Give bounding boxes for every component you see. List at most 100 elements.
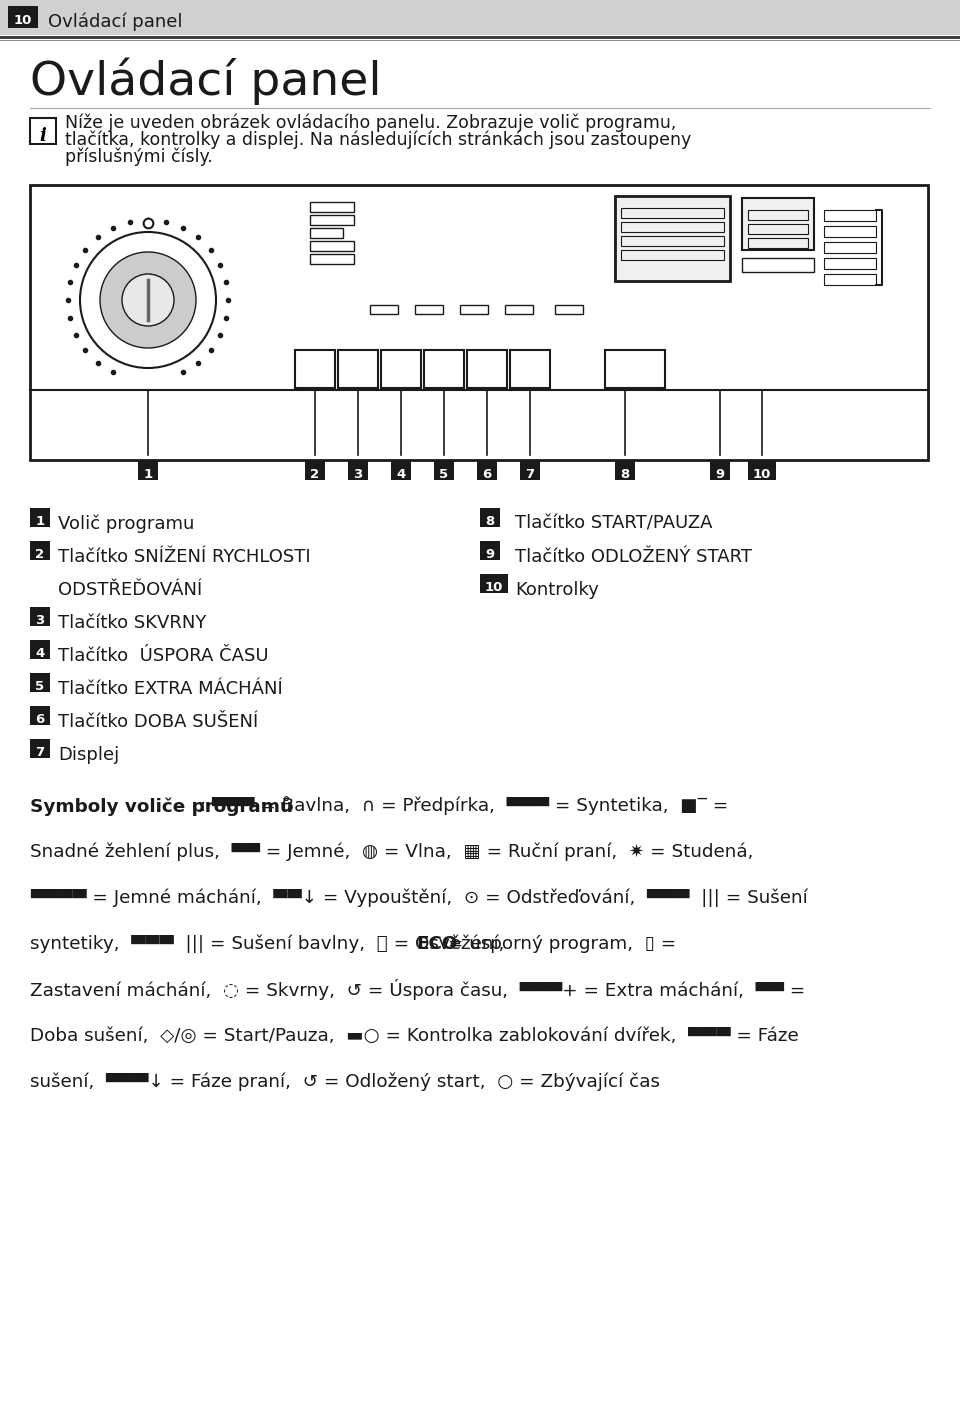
Text: 6: 6 [482,468,492,480]
Text: ECO: ECO [416,935,458,954]
Bar [30,541,50,560]
Text: 8: 8 [620,468,630,480]
Text: 8: 8 [486,514,494,529]
Bar [0,0,960,35]
Text: 3: 3 [353,468,363,480]
Text: tlačítka, kontrolky a displej. Na následujících stránkách jsou zastoupeny: tlačítka, kontrolky a displej. Na násled… [65,130,691,149]
Text: Displej: Displej [58,745,119,764]
Text: 10: 10 [753,468,771,480]
Bar [8,6,38,28]
Text: i: i [39,128,46,145]
Text: 4: 4 [396,468,406,480]
Text: 2: 2 [310,468,320,480]
Bar [424,350,464,388]
Bar [30,706,50,726]
Text: 10: 10 [13,14,33,27]
Text: Tlačítko SNÍŽENÍ RYCHLOSTI: Tlačítko SNÍŽENÍ RYCHLOSTI [58,548,311,565]
Bar [305,461,325,480]
Circle shape [122,273,174,326]
Text: 10: 10 [485,581,503,594]
Bar [348,461,368,480]
Text: syntetiky,  ▀▀▀  ||| = Sušení bavlny,  ⛲ = Osvěžení,: syntetiky, ▀▀▀ ||| = Sušení bavlny, ⛲ = … [30,935,516,954]
Bar [742,258,814,272]
Bar [467,350,507,388]
Bar [621,208,724,218]
Circle shape [100,252,196,349]
Bar [520,461,540,480]
Text: ▀▀▀▀ = Jemné máchání,  ▀▀↓ = Vypouštění,  ⊙ = Odstřeďování,  ▀▀▀  ||| = Sušení: ▀▀▀▀ = Jemné máchání, ▀▀↓ = Vypouštění, … [30,888,807,907]
Bar [748,238,808,248]
Bar [381,350,421,388]
Text: Tlačítko SKVRNY: Tlačítko SKVRNY [58,614,206,632]
Bar [30,673,50,691]
Bar [824,225,876,237]
Bar [30,740,50,758]
Bar [310,215,354,225]
Bar [621,249,724,259]
Bar [555,305,583,315]
Bar [30,118,56,145]
Text: 1: 1 [143,468,153,480]
Text: sušení,  ▀▀▀↓ = Fáze praní,  ↺ = Odložený start,  ○ = Zbývající čas: sušení, ▀▀▀↓ = Fáze praní, ↺ = Odložený … [30,1073,660,1091]
Bar [480,574,508,592]
Text: 6: 6 [36,713,44,726]
Bar [30,640,50,659]
Text: Zastavení máchání,  ◌ = Skvrny,  ↺ = Úspora času,  ▀▀▀+ = Extra máchání,  ▀▀ =: Zastavení máchání, ◌ = Skvrny, ↺ = Úspor… [30,979,805,1000]
Bar [710,461,730,480]
Bar [415,305,443,315]
Bar [510,350,550,388]
Bar [310,241,354,251]
Text: Symboly voliče programů: Symboly voliče programů [30,796,293,816]
Bar [138,461,158,480]
Text: Tlačítko START/PAUZA: Tlačítko START/PAUZA [515,514,712,533]
Bar [480,541,500,560]
Text: Ovládací panel: Ovládací panel [48,13,182,31]
Text: Volič programu: Volič programu [58,514,194,533]
Text: 7: 7 [525,468,535,480]
Bar [434,461,454,480]
Bar [615,461,635,480]
Bar [30,606,50,626]
Bar [30,186,928,461]
Bar [310,254,354,264]
Bar [824,273,876,285]
Bar [505,305,533,315]
Bar [748,224,808,234]
Bar [605,350,665,388]
Bar [391,461,411,480]
Text: = úsporný program,  ▯ =: = úsporný program, ▯ = [443,935,677,954]
Bar [480,509,500,527]
Bar [310,228,343,238]
Text: Tlačítko EXTRA MÁCHÁNÍ: Tlačítko EXTRA MÁCHÁNÍ [58,680,283,699]
Bar [621,237,724,247]
Text: 9: 9 [715,468,725,480]
Text: 3: 3 [36,614,44,626]
Text: Ovládací panel: Ovládací panel [30,58,381,105]
Bar [615,196,730,281]
Bar [748,461,776,480]
Bar [824,210,876,221]
Text: Níže je uveden obrázek ovládacího panelu. Zobrazuje volič programu,: Níže je uveden obrázek ovládacího panelu… [65,113,677,132]
Bar [742,198,814,249]
Bar [748,210,808,220]
Text: ODSTŘEĎOVÁNÍ: ODSTŘEĎOVÁNÍ [58,581,203,599]
Text: 2: 2 [36,548,44,561]
Text: Tlačítko  ÚSPORA ČASU: Tlačítko ÚSPORA ČASU [58,648,269,665]
Text: Tlačítko DOBA SUŠENÍ: Tlačítko DOBA SUŠENÍ [58,713,258,731]
Text: 7: 7 [36,745,44,760]
Bar [477,461,497,480]
Bar [295,350,335,388]
Text: Kontrolky: Kontrolky [515,581,599,599]
Bar [30,509,50,527]
Text: Doba sušení,  ◇/◎ = Start/Pauza,  ▬○ = Kontrolka zablokování dvířek,  ▀▀▀ = Fáze: Doba sušení, ◇/◎ = Start/Pauza, ▬○ = Kon… [30,1027,799,1044]
Text: 1: 1 [36,514,44,529]
Text: 5: 5 [440,468,448,480]
Text: : ▀▀▀ = Bavlna,  ∩ = Předpírka,  ▀▀▀ = Syntetika,  ■‾ =: : ▀▀▀ = Bavlna, ∩ = Předpírka, ▀▀▀ = Syn… [201,796,729,815]
Text: 4: 4 [36,648,44,660]
Bar [338,350,378,388]
Text: Tlačítko ODLOŽENÝ START: Tlačítko ODLOŽENÝ START [515,548,752,565]
Text: 5: 5 [36,680,44,693]
Bar [310,203,354,213]
Text: 9: 9 [486,548,494,561]
Bar [824,242,876,254]
